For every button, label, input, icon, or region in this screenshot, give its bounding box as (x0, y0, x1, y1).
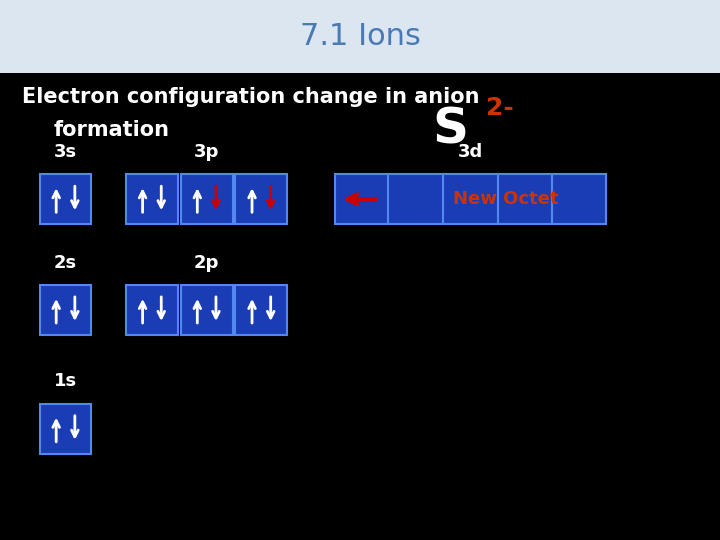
Bar (40, 174, 91, 224)
Text: 2-: 2- (486, 96, 514, 120)
Text: 7.1 Ions: 7.1 Ions (300, 22, 420, 51)
Bar (335, 174, 606, 224)
Text: formation: formation (54, 119, 170, 140)
Text: S: S (432, 106, 468, 153)
Text: New Octet: New Octet (454, 190, 559, 208)
Text: 3p: 3p (194, 143, 220, 161)
Bar (235, 174, 287, 224)
Text: 3s: 3s (54, 143, 77, 161)
Text: Electron configuration change in anion: Electron configuration change in anion (22, 87, 479, 107)
Text: 1s: 1s (54, 373, 77, 390)
Bar (0, 0, 720, 73)
Bar (235, 285, 287, 335)
Bar (40, 285, 91, 335)
Bar (181, 174, 233, 224)
Text: 3d: 3d (457, 143, 483, 161)
Text: 2p: 2p (194, 254, 220, 272)
Text: 2s: 2s (54, 254, 77, 272)
Bar (126, 285, 178, 335)
Bar (126, 174, 178, 224)
Bar (40, 404, 91, 454)
Bar (181, 285, 233, 335)
